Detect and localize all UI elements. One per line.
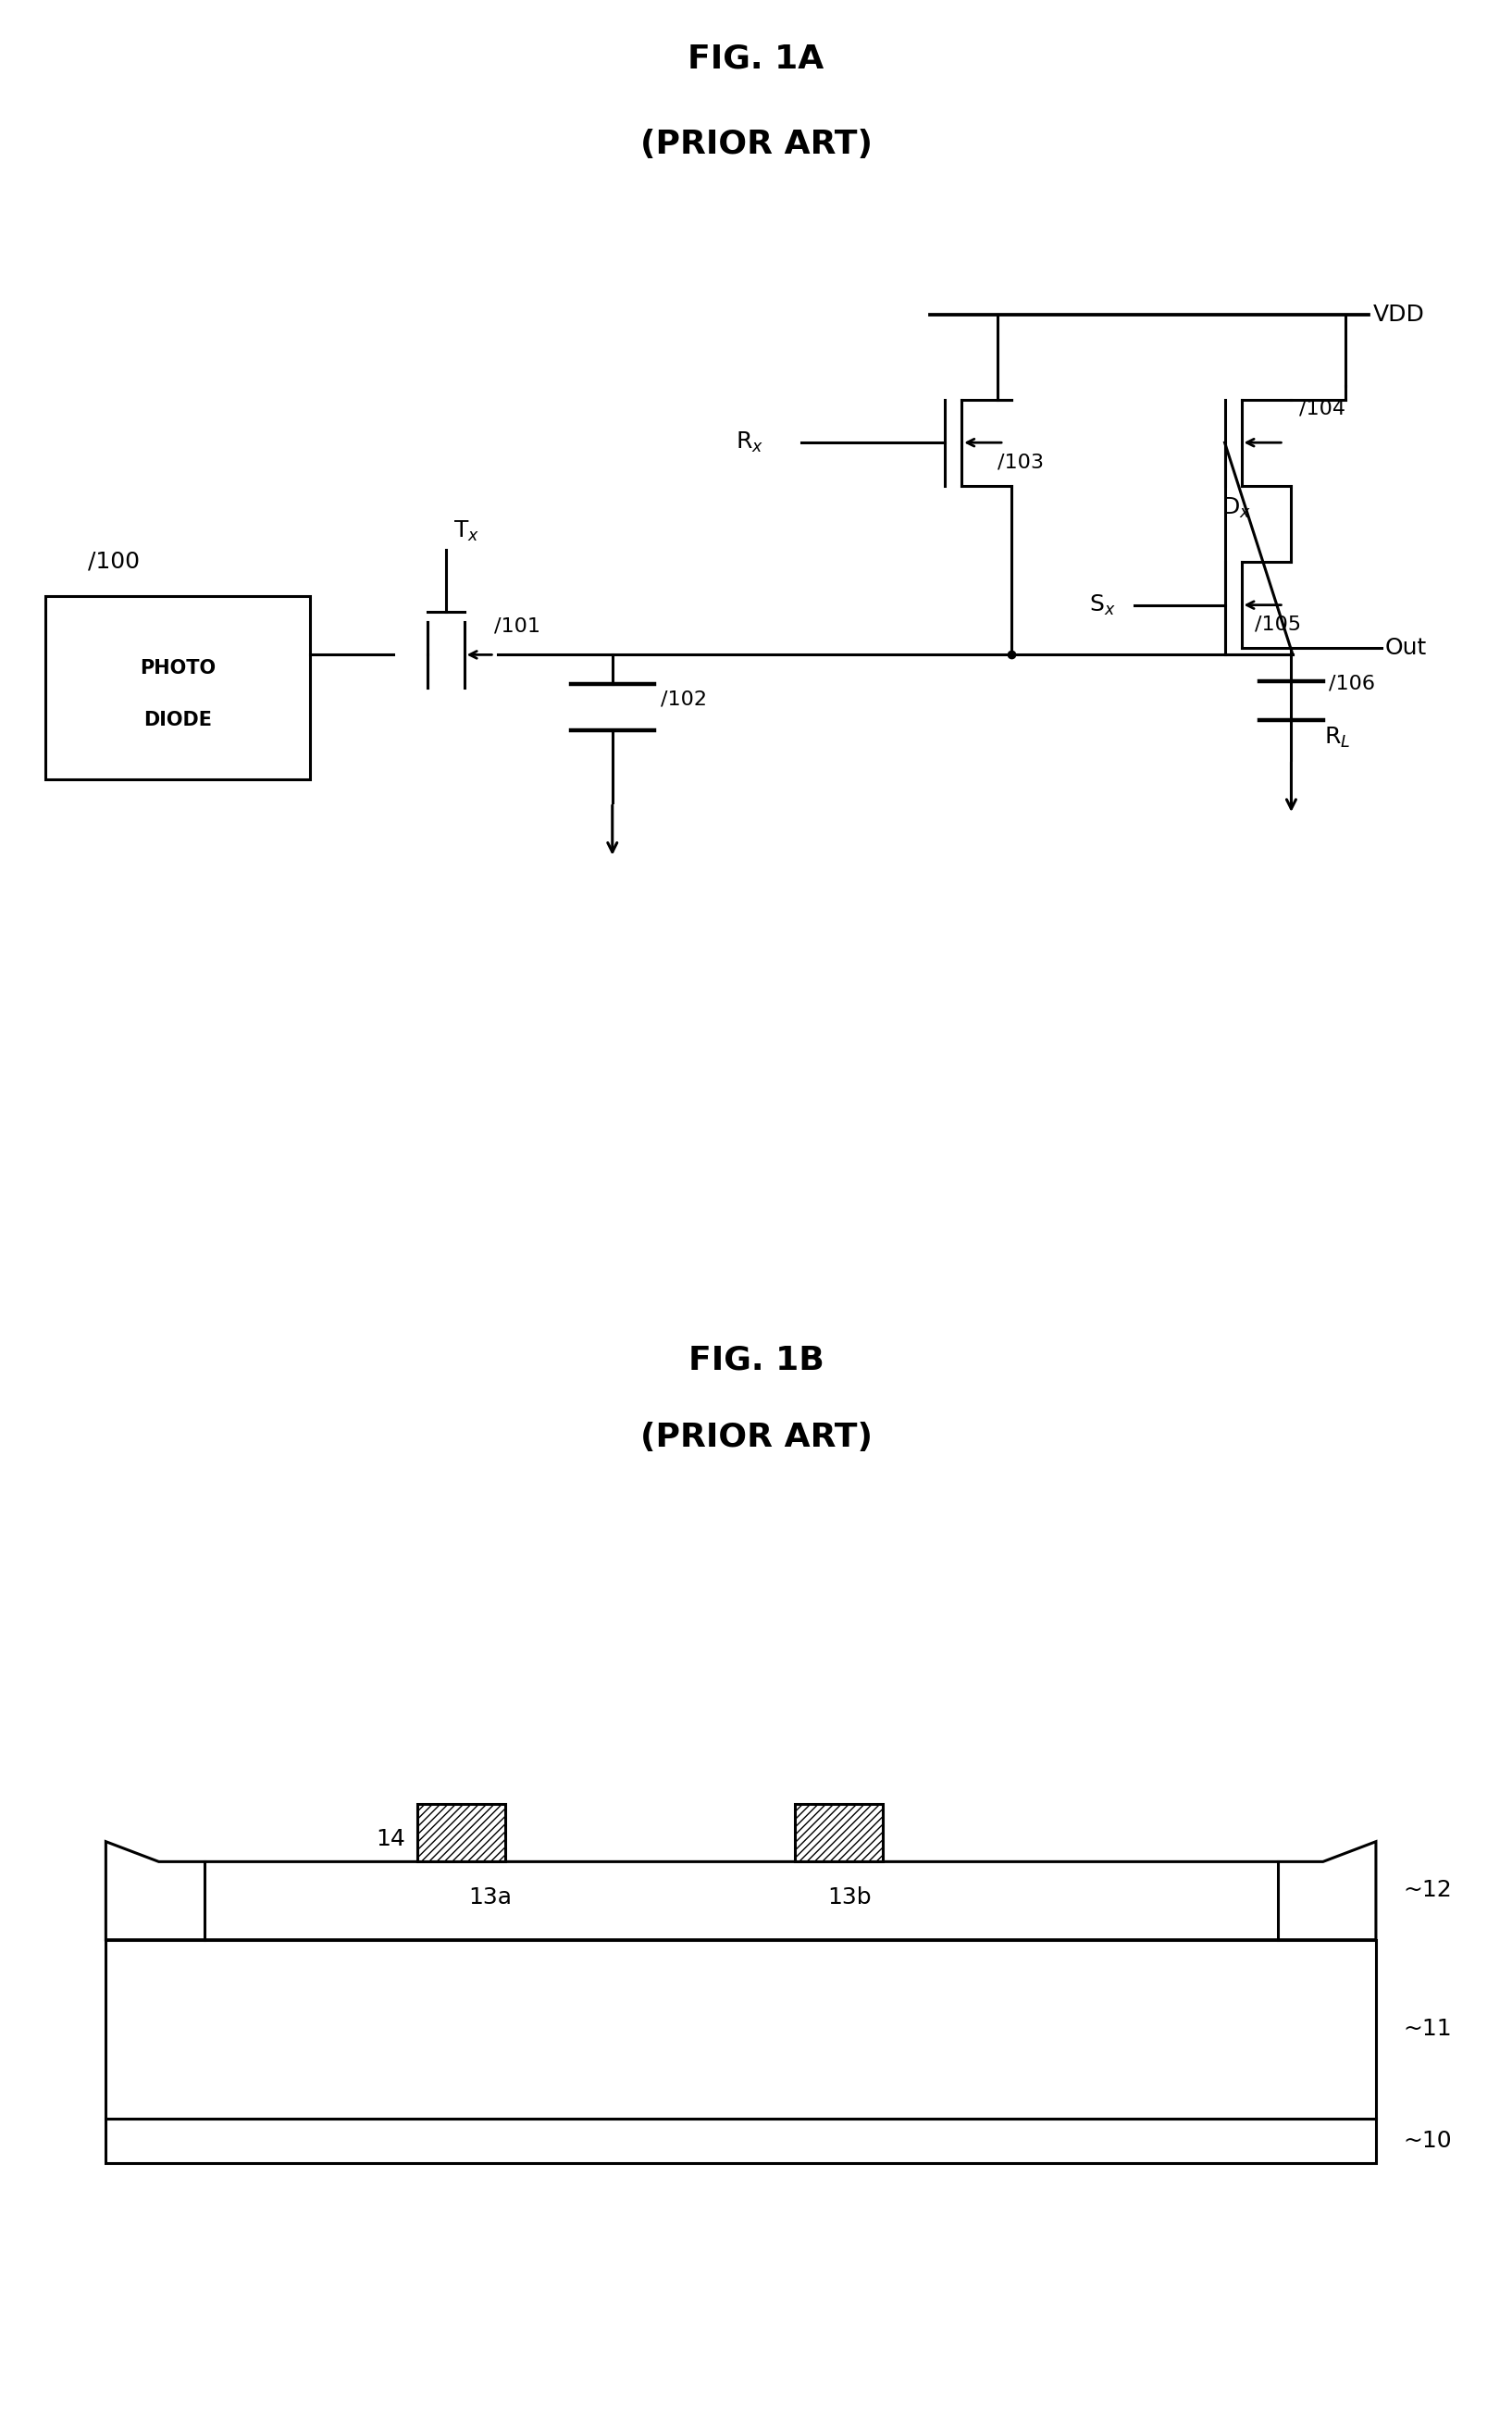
Text: /106: /106 (1329, 674, 1376, 694)
Text: R$_L$: R$_L$ (1325, 725, 1350, 749)
Polygon shape (106, 1841, 1376, 1940)
Text: /103: /103 (998, 453, 1045, 470)
Text: VDD: VDD (1373, 303, 1424, 325)
Text: (PRIOR ART): (PRIOR ART) (640, 129, 872, 160)
Text: D$_x$: D$_x$ (1222, 497, 1252, 521)
Text: 13b: 13b (827, 1887, 871, 1908)
Text: ~12: ~12 (1403, 1879, 1452, 1901)
Bar (106, 2119, 1376, 2163)
Text: DIODE: DIODE (144, 711, 212, 730)
Text: /105: /105 (1255, 616, 1302, 633)
Text: FIG. 1B: FIG. 1B (688, 1343, 824, 1375)
Text: 13a: 13a (469, 1887, 513, 1908)
Text: /102: /102 (661, 691, 708, 708)
Text: S$_x$: S$_x$ (1089, 592, 1116, 616)
Bar (106, 1940, 1376, 2119)
Text: FIG. 1A: FIG. 1A (688, 44, 824, 75)
Text: /104: /104 (1299, 400, 1346, 417)
Text: ~10: ~10 (1403, 2129, 1452, 2151)
Bar (795, 1804, 883, 1862)
Text: /101: /101 (494, 616, 541, 635)
Text: /100: /100 (88, 550, 139, 572)
Text: R$_x$: R$_x$ (736, 432, 764, 456)
Text: (PRIOR ART): (PRIOR ART) (640, 1421, 872, 1453)
Text: Out: Out (1385, 638, 1427, 660)
Bar (417, 1804, 505, 1862)
Text: ~11: ~11 (1403, 2018, 1452, 2039)
Bar (45, 597, 310, 778)
Text: T$_x$: T$_x$ (454, 519, 479, 543)
Text: 14: 14 (375, 1828, 405, 1850)
Text: PHOTO: PHOTO (139, 660, 216, 677)
